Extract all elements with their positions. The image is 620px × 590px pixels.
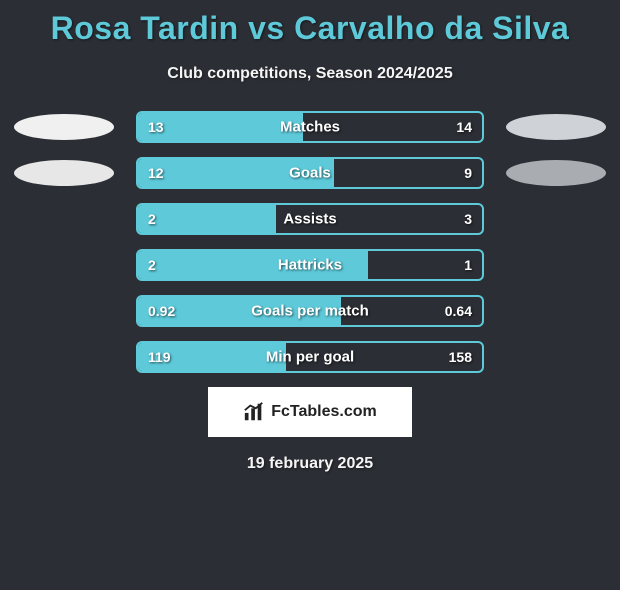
team-badge-right [506,114,606,140]
stat-bar-fill [138,205,276,233]
stat-bar: 2 Hattricks 1 [136,249,484,281]
stat-value-right: 14 [456,119,472,135]
stat-bar: 13 Matches 14 [136,111,484,143]
stat-label: Hattricks [278,257,342,274]
stat-bar: 119 Min per goal 158 [136,341,484,373]
stat-label: Matches [280,119,340,136]
stat-value-left: 12 [148,165,164,181]
stat-row: 12 Goals 9 [0,157,620,189]
stat-row: 2 Assists 3 [0,203,620,235]
bar-chart-icon [243,401,265,423]
stat-row: 13 Matches 14 [0,111,620,143]
logo-text: FcTables.com [271,403,377,421]
stat-value-left: 119 [148,349,171,365]
stat-bar: 2 Assists 3 [136,203,484,235]
subtitle: Club competitions, Season 2024/2025 [0,65,620,83]
stat-label: Goals per match [251,303,369,320]
stat-bar: 0.92 Goals per match 0.64 [136,295,484,327]
team-badge-left [14,114,114,140]
stat-row: 0.92 Goals per match 0.64 [0,295,620,327]
stat-row: 2 Hattricks 1 [0,249,620,281]
stat-value-right: 3 [464,211,472,227]
comparison-chart: 13 Matches 14 12 Goals 9 2 Assists 3 2 Hattricks 1 0… [0,111,620,373]
page-title: Rosa Tardin vs Carvalho da Silva [0,10,620,47]
stat-value-left: 0.92 [148,303,175,319]
team-badge-right [506,160,606,186]
stat-bar: 12 Goals 9 [136,157,484,189]
stat-label: Min per goal [266,349,354,366]
logo-box: FcTables.com [208,387,412,437]
stat-value-right: 9 [464,165,472,181]
date-line: 19 february 2025 [0,455,620,473]
stat-value-right: 158 [449,349,472,365]
stat-label: Assists [283,211,336,228]
stat-value-left: 2 [148,257,156,273]
team-badge-left [14,160,114,186]
stat-row: 119 Min per goal 158 [0,341,620,373]
stat-value-right: 1 [464,257,472,273]
stat-value-left: 13 [148,119,164,135]
stat-value-left: 2 [148,211,156,227]
stat-label: Goals [289,165,331,182]
stat-value-right: 0.64 [445,303,472,319]
